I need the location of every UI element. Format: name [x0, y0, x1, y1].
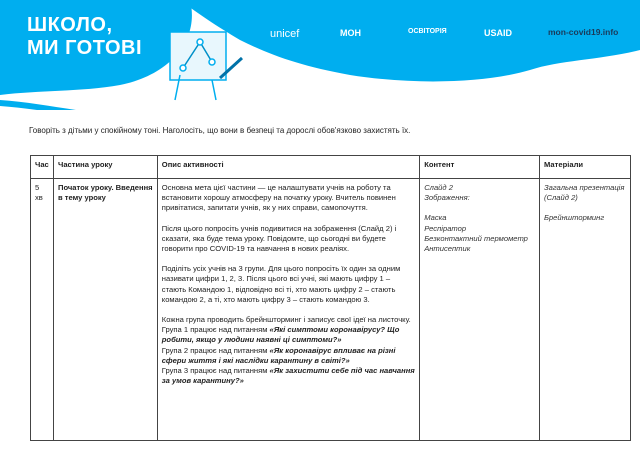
brand-line-2: МИ ГОТОВІ	[27, 37, 142, 59]
materials-item: Загальна презентація (Слайд 2)	[544, 183, 625, 203]
group-1-prefix: Група 1 працює над питанням	[161, 325, 270, 335]
lesson-table: Час Частина уроку Опис активності Контен…	[30, 155, 631, 441]
group-2-prefix: Група 2 працює над питанням	[161, 345, 270, 355]
usaid-logo: USAID	[484, 28, 513, 38]
brand-title: ШКОЛО, МИ ГОТОВІ	[27, 14, 142, 60]
cell-part: Початок уроку. Введення в тему уроку	[52, 178, 158, 441]
group-1: Група 1 працює над питанням «Які симптом…	[162, 325, 415, 345]
easel-icon	[169, 31, 244, 101]
desc-p3: Поділіть усіх учнів на 3 групи. Для цьог…	[161, 264, 401, 304]
desc-p4: Кожна група проводить брейншторминг і за…	[161, 315, 411, 325]
cell-description: Основна мета цієї частини — це налаштува…	[156, 178, 421, 441]
group-2: Група 2 працює над питанням «Як коронаві…	[162, 346, 415, 366]
desc-p2: Після цього попросіть учнів подивитися н…	[161, 223, 397, 254]
content-item: Маска	[424, 213, 447, 223]
content-item: Респіратор	[424, 223, 467, 233]
content-item: Антисептик	[424, 244, 471, 254]
content-item: Безконтактний термометр	[424, 233, 528, 243]
col-description: Опис активності	[156, 155, 421, 179]
table-row: 5 хв Початок уроку. Введення в тему урок…	[30, 178, 631, 441]
group-3-prefix: Група 3 працює над питанням	[161, 366, 270, 376]
group-2-question: «Як коронавірус впливає на різні сфери ж…	[161, 345, 396, 365]
mon-logo: МОН	[340, 28, 361, 38]
header-banner	[0, 0, 640, 110]
table-header-row: Час Частина уроку Опис активності Контен…	[30, 155, 631, 179]
col-materials: Матеріали	[539, 155, 631, 179]
materials-item: Брейншторминг	[544, 213, 605, 223]
cell-materials: Загальна презентація (Слайд 2) Брейнштор…	[539, 178, 631, 441]
col-part: Частина уроку	[52, 155, 158, 179]
desc-p1: Основна мета цієї частини — це налаштува…	[161, 183, 396, 213]
intro-text: Говоріть з дітьми у спокійному тоні. Наг…	[29, 126, 411, 135]
col-content: Контент	[419, 155, 541, 179]
group-3: Група 3 працює над питанням «Як захистит…	[162, 366, 415, 386]
cell-content: Слайд 2 Зображення: Маска Респіратор Без…	[419, 178, 541, 441]
group-1-question: «Які симптоми коронавірусу? Що робити, я…	[161, 325, 400, 345]
site-link[interactable]: mon-covid19.info	[548, 27, 619, 37]
content-item: Слайд 2	[424, 183, 453, 192]
group-3-question: «Як захистити себе під час навчання за у…	[161, 366, 415, 386]
col-time: Час	[30, 155, 54, 179]
osvitoria-logo: ОСВІТОРІЯ	[408, 28, 447, 35]
cell-time: 5 хв	[30, 178, 54, 441]
brand-line-1: ШКОЛО,	[27, 14, 113, 36]
content-item: Зображення:	[424, 193, 470, 203]
unicef-logo: unicef	[270, 28, 300, 40]
